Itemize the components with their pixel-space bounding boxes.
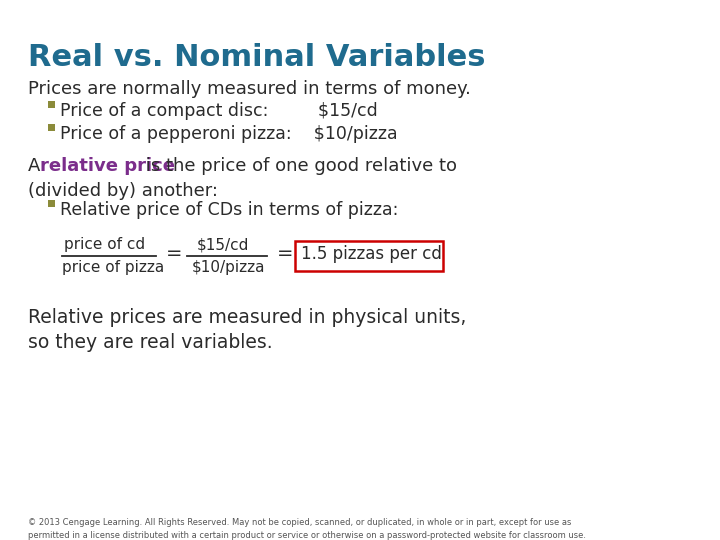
Text: Price of a compact disc:         $15/cd: Price of a compact disc: $15/cd <box>60 102 378 120</box>
Text: 1.5 pizzas per cd: 1.5 pizzas per cd <box>301 245 442 263</box>
Text: © 2013 Cengage Learning. All Rights Reserved. May not be copied, scanned, or dup: © 2013 Cengage Learning. All Rights Rese… <box>28 518 586 539</box>
Text: Real vs. Nominal Variables: Real vs. Nominal Variables <box>28 43 485 72</box>
Text: Relative prices are measured in physical units,: Relative prices are measured in physical… <box>28 308 467 327</box>
Text: Price of a pepperoni pizza:    $10/pizza: Price of a pepperoni pizza: $10/pizza <box>60 125 397 143</box>
Text: (divided by) another:: (divided by) another: <box>28 182 218 200</box>
Text: relative price: relative price <box>40 157 175 175</box>
Text: =: = <box>166 244 182 262</box>
FancyBboxPatch shape <box>48 124 55 131</box>
Text: =: = <box>277 244 294 262</box>
Text: is the price of one good relative to: is the price of one good relative to <box>140 157 457 175</box>
FancyBboxPatch shape <box>48 101 55 108</box>
FancyBboxPatch shape <box>48 200 55 207</box>
Text: A: A <box>28 157 46 175</box>
FancyBboxPatch shape <box>295 241 443 271</box>
Text: Prices are normally measured in terms of money.: Prices are normally measured in terms of… <box>28 80 471 98</box>
Text: so they are real variables.: so they are real variables. <box>28 333 273 352</box>
Text: price of pizza: price of pizza <box>62 260 164 275</box>
Text: Relative price of CDs in terms of pizza:: Relative price of CDs in terms of pizza: <box>60 201 398 219</box>
Text: $10/pizza: $10/pizza <box>192 260 266 275</box>
Text: $15/cd: $15/cd <box>197 237 249 252</box>
Text: price of cd: price of cd <box>64 237 145 252</box>
